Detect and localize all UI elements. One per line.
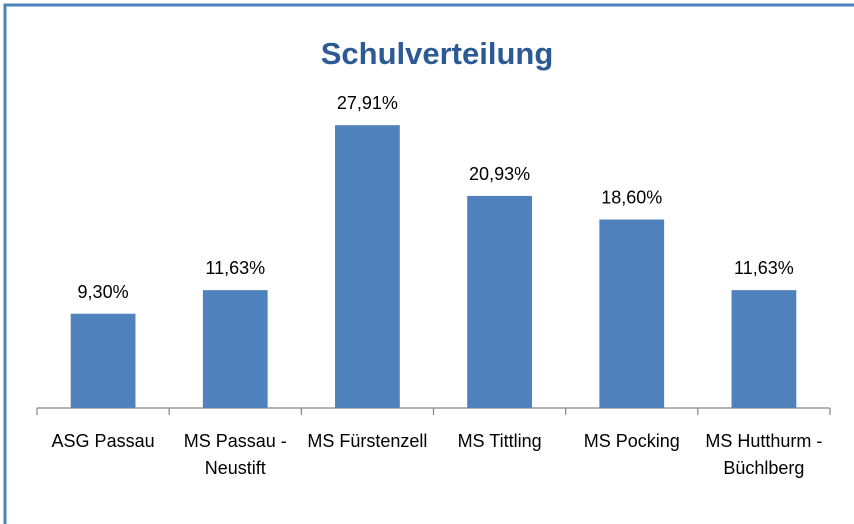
- x-tick-label: MS Pocking: [583, 431, 680, 451]
- bar: [70, 313, 136, 408]
- data-label: 18,60%: [601, 188, 662, 208]
- x-tick-label: MS Tittling: [457, 431, 542, 451]
- bar: [335, 125, 400, 409]
- data-label: 11,63%: [205, 258, 265, 278]
- x-tick-label: ASG Passau: [51, 431, 155, 451]
- x-tick-label: MS Passau - Neustift: [183, 431, 287, 478]
- data-label: 9,30%: [78, 282, 129, 302]
- data-label: 27,91%: [337, 93, 398, 113]
- bar: [467, 195, 532, 408]
- x-tick-label: MS Hutthurm - Büchlberg: [705, 431, 823, 478]
- bar: [202, 290, 268, 408]
- data-label: 11,63%: [734, 258, 794, 278]
- x-tick-label: MS Fürstenzell: [307, 431, 428, 451]
- chart-border: [3, 3, 854, 524]
- bar: [731, 290, 797, 408]
- data-label: 20,93%: [469, 164, 530, 184]
- bar: [599, 219, 665, 408]
- chart-title: Schulverteilung: [321, 36, 554, 71]
